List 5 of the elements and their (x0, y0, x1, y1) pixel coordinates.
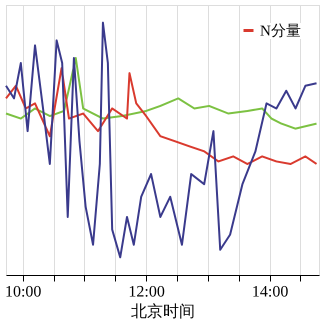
x-tick-label: 10:00 (4, 284, 42, 300)
legend-label: N分量 (260, 22, 301, 40)
x-axis-title: 北京时间 (131, 302, 195, 320)
x-tick-label: 14:00 (252, 284, 288, 300)
x-tick-label: 12:00 (128, 284, 165, 300)
